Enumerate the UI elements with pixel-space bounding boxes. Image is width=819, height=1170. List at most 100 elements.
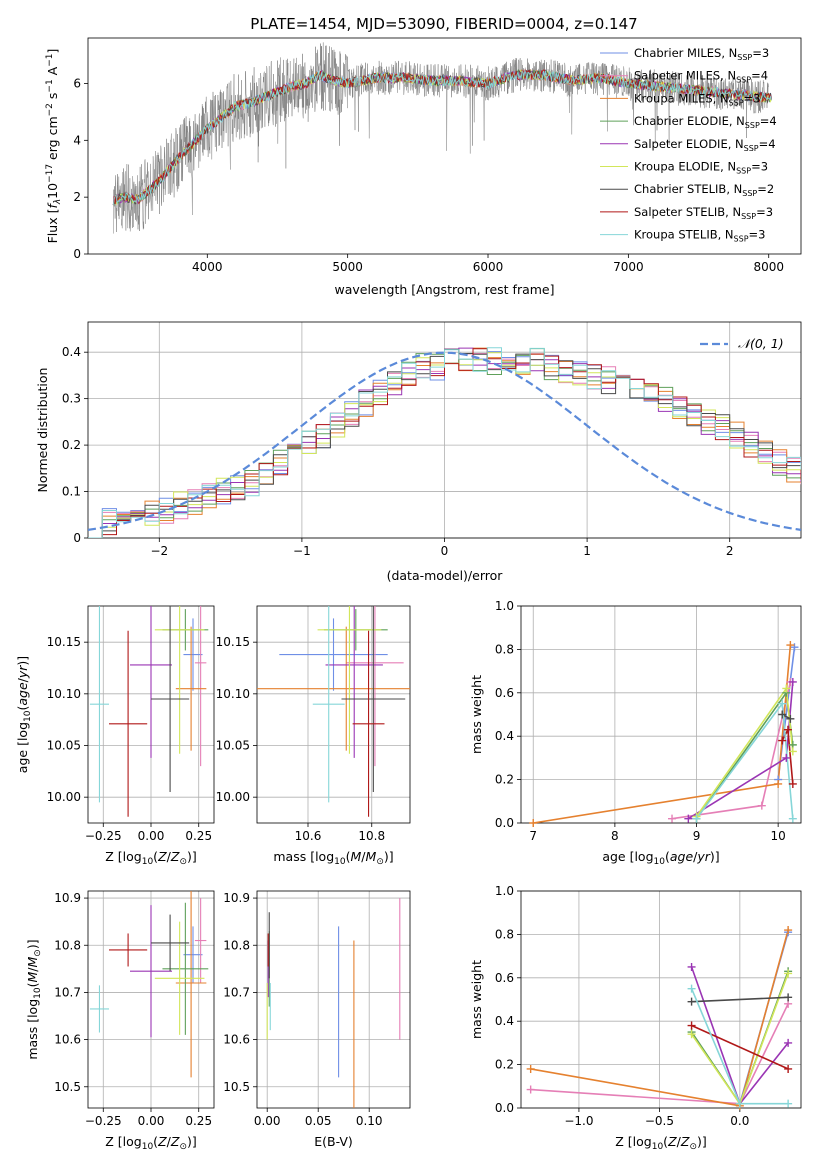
label-span: −1 xyxy=(45,79,55,92)
y-axis-label: mass weight xyxy=(469,960,484,1039)
label-span: M xyxy=(366,849,377,864)
label-span: age [log xyxy=(15,722,30,773)
label-span: −1 xyxy=(45,53,55,66)
x-tick-label: 8 xyxy=(611,829,619,843)
y-tick-label: 10.00 xyxy=(47,790,81,804)
weight-marker-kroupa-miles xyxy=(529,819,538,827)
label-span: erg cm xyxy=(45,116,60,164)
mass_weight_vs_age-panel: 7 8 9 10 0.0 0.2 0.4 0.6 0.8 1.0 mass weight age [l… xyxy=(469,599,802,867)
legend-sub: SSP xyxy=(729,98,744,107)
weight-marker-chabrier-stelib xyxy=(687,997,696,1006)
y-tick-label: 2 xyxy=(73,190,81,204)
label-span: M xyxy=(25,972,40,983)
y-axis-label: Flux [fλ10−17 erg cm−2 s−1 A−1] xyxy=(45,49,63,244)
weight-marker-kroupa-stelib xyxy=(778,699,787,708)
legend-suffix: =4 xyxy=(760,114,777,128)
mass_vs_EBV-plot-area xyxy=(266,898,401,1108)
label-span: 10 xyxy=(23,710,33,722)
x-tick-label: 10 xyxy=(771,829,786,843)
label-span: −17 xyxy=(45,164,55,183)
weight-marker-salpeter-elodie xyxy=(782,753,791,762)
label-span: Z xyxy=(667,1134,677,1149)
weight-marker-kroupa-elodie xyxy=(788,747,797,756)
axes-frame xyxy=(256,605,411,824)
label-span: age [log xyxy=(602,849,653,864)
x-tick-label: 5000 xyxy=(332,260,363,274)
y-tick-label: 10.15 xyxy=(47,635,81,649)
x-axis-label: mass [log10(M/M⊙)] xyxy=(273,849,393,867)
label-span: 10 xyxy=(45,183,60,199)
label-span: M xyxy=(25,956,40,967)
weight-marker-salpeter-miles xyxy=(668,814,677,823)
mass_weight_vs_age-plot-area xyxy=(533,645,796,823)
y-axis-label: age [log10(age/yr)] xyxy=(15,656,33,773)
legend-sub: SSP xyxy=(736,167,751,176)
histogram-chabrier-miles xyxy=(88,348,801,538)
weight-marker-salpeter-stelib xyxy=(778,736,787,745)
x-tick-label: 0.05 xyxy=(305,1114,332,1128)
y-tick-label: 10.8 xyxy=(223,938,250,952)
weight-marker-chabrier-miles xyxy=(790,643,799,652)
legend-text: Salpeter STELIB, N xyxy=(634,205,741,219)
x-tick-label: 0.25 xyxy=(185,829,212,843)
histogram-kroupa-miles xyxy=(88,347,801,538)
label-span: age xyxy=(15,682,30,706)
x-axis-label: (data-model)/error xyxy=(387,568,504,583)
x-tick-label: 10.8 xyxy=(358,829,385,843)
y-tick-label: 1.0 xyxy=(495,599,514,613)
weight-line-salpeter-stelib xyxy=(691,1024,789,1070)
y-tick-label: 0 xyxy=(73,247,81,261)
x-tick-label: −0.25 xyxy=(85,829,122,843)
legend-text: Kroupa MILES, N xyxy=(634,91,729,105)
x-axis-label: Z [log10(Z/Z⊙)] xyxy=(615,1134,707,1152)
y-tick-label: 10.8 xyxy=(54,938,81,952)
label-span: )] xyxy=(187,849,197,864)
y-tick-label: 10.9 xyxy=(54,891,81,905)
y-tick-label: 10.5 xyxy=(223,1080,250,1094)
label-span: Z xyxy=(170,849,180,864)
y-axis-label: mass [log10(M/M⊙)] xyxy=(25,939,43,1059)
x-tick-label: 7000 xyxy=(613,260,644,274)
x-tick-label: 0.10 xyxy=(356,1114,383,1128)
histogram-salpeter-stelib xyxy=(88,348,801,538)
x-tick-label: 2 xyxy=(726,544,734,558)
x-tick-label: 9 xyxy=(693,829,701,843)
histogram-salpeter-miles xyxy=(88,353,801,538)
x-tick-label: 0.25 xyxy=(185,1114,212,1128)
residual-plot-area xyxy=(88,347,801,538)
x-axis-label: Z [log10(Z/Z⊙)] xyxy=(105,849,197,867)
x-tick-label: 7 xyxy=(529,829,537,843)
y-tick-label: 0.0 xyxy=(495,816,514,830)
weight-marker-chabrier-stelib xyxy=(778,710,787,719)
y-tick-label: 1.0 xyxy=(495,884,514,898)
weight-line-chabrier-stelib xyxy=(691,996,789,1003)
legend-text: Chabrier STELIB, N xyxy=(634,182,742,196)
label-span: age xyxy=(670,849,694,864)
weight-marker-kroupa-stelib xyxy=(735,1099,744,1108)
legend-suffix: =2 xyxy=(757,182,774,196)
legend-sub: SSP xyxy=(737,53,752,62)
y-tick-label: 4 xyxy=(73,133,81,147)
legend-entry: 𝒩(0, 1) xyxy=(738,336,784,351)
spectrum-plot-area xyxy=(112,42,772,234)
weight-marker-kroupa-elodie xyxy=(687,1030,696,1039)
legend-text: Chabrier MILES, N xyxy=(634,46,737,60)
legend-suffix: =4 xyxy=(759,137,776,151)
mass_vs_EBV-panel: 0.00 0.05 0.10 10.5 10.6 10.7 10.8 10.9 E(B-V) xyxy=(223,890,411,1149)
legend-entry: Salpeter STELIB, NSSP=3 xyxy=(634,205,773,221)
label-span: ( xyxy=(665,849,670,864)
label-span: Z [log xyxy=(105,849,141,864)
legend-sub: SSP xyxy=(734,235,749,244)
weight-marker-kroupa-stelib xyxy=(784,1099,793,1108)
weight-marker-salpeter-elodie xyxy=(687,962,696,971)
legend-text: Kroupa ELODIE, N xyxy=(634,160,736,174)
legend-entry: Salpeter MILES, NSSP=4 xyxy=(634,69,768,85)
data-spectrum-line xyxy=(113,42,769,234)
label-span: ] xyxy=(45,49,60,54)
age_vs_mass-panel: 10.6 10.8 10.00 10.05 10.10 10.15 mass [log10(… xyxy=(216,605,411,867)
y-tick-label: 0.8 xyxy=(495,927,514,941)
weight-marker-kroupa-miles xyxy=(784,926,793,935)
label-span: ⊙ xyxy=(376,857,384,867)
label-span: E(B-V) xyxy=(314,1134,353,1149)
